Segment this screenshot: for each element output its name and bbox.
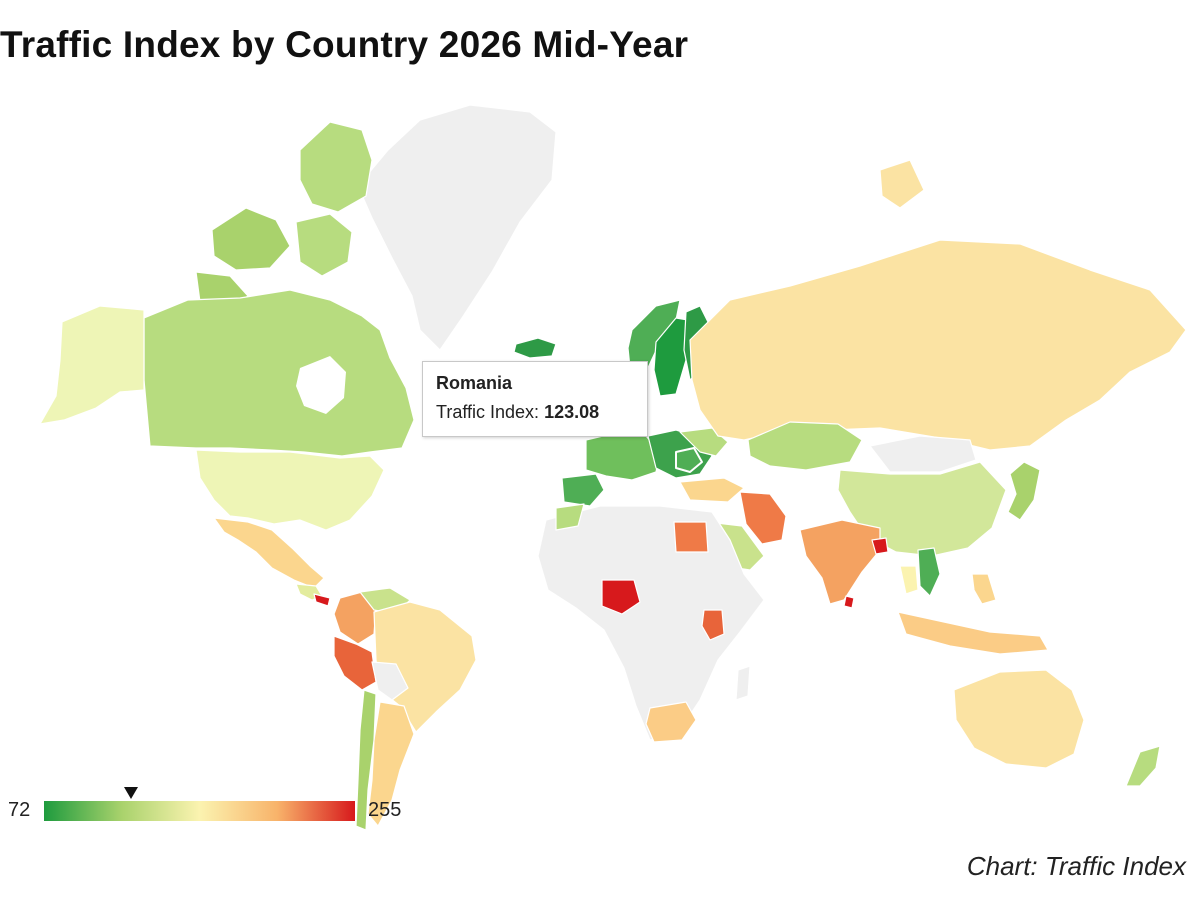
region-turkey[interactable] [679,477,745,503]
region-peru[interactable] [333,635,377,691]
region-indonesia[interactable] [897,611,1049,655]
region-spain[interactable] [561,473,605,507]
region-nigeria[interactable] [601,579,641,615]
tooltip-metric-value: 123.08 [544,402,600,422]
region-japan[interactable] [1007,461,1041,521]
region-bangladesh[interactable] [871,537,889,555]
region-canada-arctic-c[interactable] [295,213,353,277]
region-alaska[interactable] [39,305,145,425]
legend-color-bar [44,801,355,821]
region-united-states[interactable] [195,449,385,531]
tooltip-country-name: Romania [436,373,513,393]
region-kazakhstan[interactable] [747,421,863,471]
region-russia-islands[interactable] [879,159,925,209]
region-mexico[interactable] [213,517,325,589]
region-costa-rica[interactable] [313,593,331,607]
region-canada-arctic-b[interactable] [211,207,291,271]
region-iceland[interactable] [513,337,557,359]
country-tooltip: Romania Traffic Index: 123.08 [422,361,648,437]
tooltip-metric-label: Traffic Index: [436,402,540,422]
legend-min-label: 72 [8,799,31,821]
region-india[interactable] [799,519,881,605]
tooltip-value-row: Traffic Index: 123.08 [436,402,634,423]
region-sri-lanka[interactable] [843,595,855,609]
region-madagascar[interactable] [735,665,751,701]
region-chile[interactable] [355,689,377,831]
region-sweden[interactable] [653,317,689,397]
chart-title: Traffic Index by Country 2026 Mid-Year [0,24,689,65]
region-kenya[interactable] [701,609,725,641]
region-greenland[interactable] [357,104,557,351]
region-morocco[interactable] [555,503,585,531]
region-thailand[interactable] [899,565,919,595]
legend-max-label: 255 [368,799,402,821]
region-philippines[interactable] [971,573,997,605]
region-bolivia[interactable] [371,661,409,701]
region-iran[interactable] [739,491,787,545]
region-mongolia[interactable] [869,435,977,473]
water-hudson-bay [296,356,346,414]
region-egypt[interactable] [673,521,709,553]
chart-credit: Chart: Traffic Index [966,851,1186,881]
region-new-zealand[interactable] [1125,745,1161,787]
region-south-africa[interactable] [645,701,697,743]
region-australia[interactable] [953,669,1085,769]
legend-value-marker [123,787,138,799]
region-vietnam[interactable] [917,547,941,597]
region-ukraine[interactable] [679,427,729,457]
region-romania[interactable] [675,447,703,473]
region-argentina[interactable] [367,701,415,827]
region-canada-arctic-a[interactable] [299,121,373,213]
region-africa[interactable] [537,505,765,741]
region-canada[interactable] [143,289,415,457]
region-russia[interactable] [689,239,1187,451]
